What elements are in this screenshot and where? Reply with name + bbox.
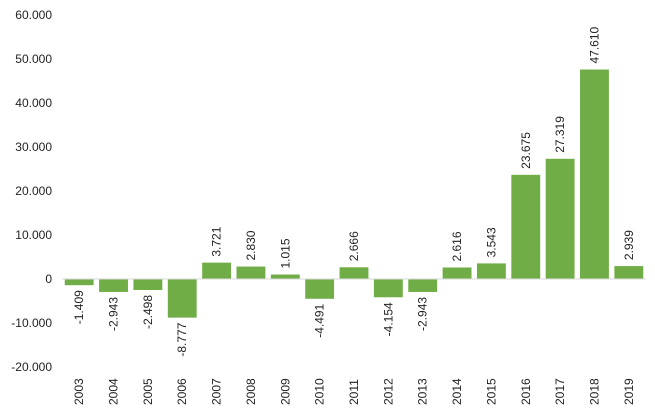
bar-2017 — [545, 158, 575, 279]
bar-2004 — [99, 279, 128, 292]
x-tick-label-2013: 2013 — [416, 378, 430, 405]
bar-2003 — [64, 279, 94, 286]
x-tick-label-2012: 2012 — [381, 378, 395, 405]
data-label-2006: -8.777 — [175, 322, 189, 356]
data-label-2017: 27.319 — [553, 116, 567, 153]
data-label-2012: -4.154 — [381, 302, 395, 336]
y-tick-label: 10.000 — [15, 228, 52, 242]
y-tick-label: 20.000 — [15, 184, 52, 198]
bar-2012 — [373, 279, 403, 298]
y-tick-label: 60.000 — [15, 8, 52, 22]
data-label-2009: 1.015 — [278, 238, 292, 268]
data-label-2019: 2.939 — [622, 230, 636, 260]
data-label-2016: 23.675 — [519, 132, 533, 169]
x-tick-label-2008: 2008 — [244, 378, 258, 405]
y-tick-label: 0 — [45, 272, 52, 286]
bar-2018 — [580, 69, 609, 280]
x-tick-label-2017: 2017 — [553, 378, 567, 405]
x-tick-label-2007: 2007 — [210, 378, 224, 405]
y-tick-label: 30.000 — [15, 140, 52, 154]
data-label-2005: -2.498 — [141, 295, 155, 329]
x-tick-label-2010: 2010 — [313, 378, 327, 405]
x-tick-label-2016: 2016 — [519, 378, 533, 405]
x-tick-label-2009: 2009 — [278, 378, 292, 405]
x-tick-label-2006: 2006 — [175, 378, 189, 405]
data-label-2014: 2.616 — [450, 231, 464, 261]
bar-2007 — [202, 262, 232, 279]
data-label-2010: -4.491 — [313, 303, 327, 337]
bar-2014 — [442, 267, 472, 279]
x-tick-label-2005: 2005 — [141, 378, 155, 405]
bar-2015 — [476, 263, 506, 279]
bars — [64, 69, 644, 318]
data-label-2011: 2.666 — [347, 231, 361, 261]
x-tick-label-2019: 2019 — [622, 378, 636, 405]
bar-2009 — [270, 274, 300, 279]
data-label-2007: 3.721 — [210, 226, 224, 256]
y-tick-label: -20.000 — [11, 360, 52, 374]
x-tick-label-2015: 2015 — [484, 378, 498, 405]
x-tick-label-2018: 2018 — [587, 378, 601, 405]
x-tick-label-2003: 2003 — [72, 378, 86, 405]
bar-2016 — [511, 174, 541, 279]
bar-2013 — [408, 279, 438, 292]
data-label-2013: -2.943 — [416, 297, 430, 331]
y-tick-label: 40.000 — [15, 96, 52, 110]
x-tick-label-2011: 2011 — [347, 379, 361, 405]
data-label-2004: -2.943 — [107, 297, 121, 331]
bar-2010 — [305, 279, 335, 299]
bar-2019 — [614, 266, 644, 279]
x-tick-label-2014: 2014 — [450, 378, 464, 405]
data-label-2008: 2.830 — [244, 230, 258, 260]
x-tick-label-2004: 2004 — [107, 378, 121, 405]
bar-2006 — [167, 279, 197, 318]
data-labels: -1.409 -2.943 -2.498 -8.777 3.721 2.830 1.015 -… — [72, 26, 636, 356]
y-tick-label: -10.000 — [11, 316, 52, 330]
y-tick-label: 50.000 — [15, 52, 52, 66]
data-label-2003: -1.409 — [72, 290, 86, 324]
y-axis-ticks: 60.000 50.000 40.000 30.000 20.000 10.000 0 -10… — [11, 8, 52, 374]
data-label-2015: 3.543 — [484, 227, 498, 257]
x-axis-labels: 2003 2004 2005 2006 2007 2008 2009 2010 2011 2012… — [72, 378, 636, 405]
bar-2011 — [339, 267, 369, 279]
bar-2005 — [133, 279, 163, 290]
data-label-2018: 47.610 — [587, 26, 601, 63]
bar-2008 — [236, 266, 266, 279]
